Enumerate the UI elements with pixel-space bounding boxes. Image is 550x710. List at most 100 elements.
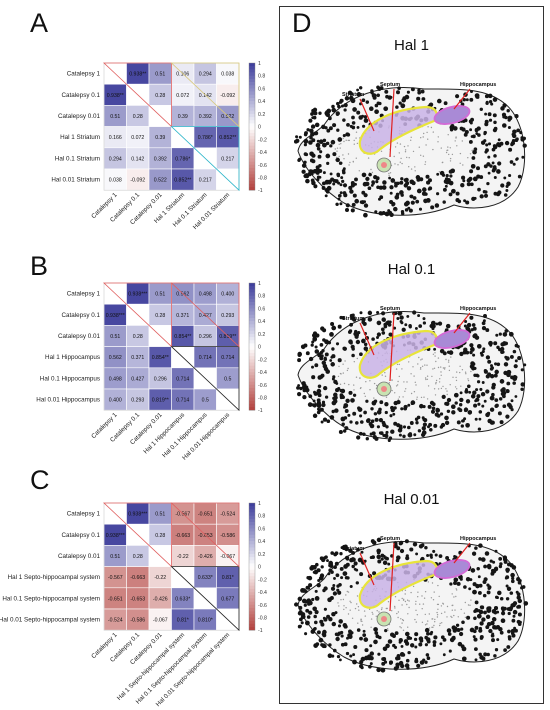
- brain-dot: [351, 557, 355, 561]
- brain-dot: [473, 373, 477, 377]
- cell-value-label: 0.810*: [198, 618, 213, 624]
- brain-dot: [361, 172, 367, 178]
- brain-dot: [378, 101, 382, 106]
- brain-dot: [475, 132, 479, 136]
- brain-dot: [351, 115, 355, 120]
- brain-dot: [423, 597, 426, 599]
- cell-value-label: 0.51: [155, 512, 165, 518]
- brain-dot: [394, 631, 399, 636]
- brain-dot: [415, 421, 419, 425]
- brain-dot: [474, 600, 479, 605]
- brain-dot: [456, 589, 458, 591]
- brain-dot: [344, 360, 346, 362]
- brain-dot: [367, 157, 370, 159]
- brain-dot: [304, 632, 308, 636]
- brain-dot: [464, 601, 466, 604]
- brain-dot: [338, 365, 340, 368]
- brain-dot: [399, 540, 404, 545]
- brain-dot: [455, 198, 460, 203]
- brain-dot: [442, 200, 446, 204]
- cell-value-label: 0.400: [221, 292, 234, 298]
- brain-dot: [352, 107, 357, 112]
- brain-dot: [435, 379, 438, 382]
- brain-dot: [456, 145, 458, 147]
- brain-dot: [308, 610, 313, 615]
- brain-dot: [336, 654, 341, 659]
- brain-dot: [495, 333, 499, 337]
- brain-dot: [469, 128, 473, 132]
- brain-dot: [376, 537, 382, 543]
- brain-dot: [381, 657, 385, 661]
- septum-core: [381, 386, 387, 392]
- brain-dot: [370, 618, 373, 620]
- brain-dot: [375, 180, 379, 184]
- brain-dot: [512, 162, 516, 166]
- brain-dot: [365, 418, 371, 423]
- brain-dot: [461, 127, 466, 132]
- brain-dot: [358, 115, 363, 120]
- brain-dot: [485, 614, 491, 620]
- brain-dot: [340, 176, 344, 180]
- brain-dot: [418, 356, 420, 359]
- brain-dot: [449, 128, 454, 132]
- brain-dot: [398, 396, 401, 398]
- brain-dot: [433, 624, 435, 627]
- brain-dot: [398, 101, 402, 105]
- cell-value-label: -0.067: [153, 618, 168, 624]
- brain-dot: [469, 97, 474, 102]
- brain-dot: [431, 406, 436, 411]
- brain-dot: [394, 605, 396, 608]
- colorbar-tick-label: -0.8: [258, 615, 267, 621]
- brain-dot: [508, 147, 513, 152]
- brain-dot: [460, 627, 464, 631]
- brain-dot: [327, 179, 332, 184]
- brain-dot: [498, 397, 503, 401]
- brain-dot: [432, 368, 434, 370]
- brain-dot: [381, 374, 383, 376]
- brain-dot: [317, 384, 322, 389]
- brain-dot: [317, 352, 322, 358]
- brain-dot: [401, 97, 406, 103]
- brain-dot: [356, 603, 358, 605]
- brain-dot: [424, 161, 427, 163]
- brain-dot: [381, 331, 386, 335]
- brain-dot: [349, 161, 351, 164]
- brain-dot: [347, 613, 350, 615]
- brain-dot: [479, 175, 484, 180]
- brain-dot: [426, 364, 428, 366]
- colorbar-segment: [249, 394, 255, 398]
- brain-dot: [416, 663, 421, 668]
- brain-dot: [440, 612, 443, 615]
- brain-dot: [485, 143, 489, 147]
- brain-dot: [405, 641, 410, 646]
- brain-dot: [376, 310, 380, 315]
- brain-dot: [348, 383, 350, 386]
- brain-dot: [498, 564, 503, 569]
- brain-dot: [420, 89, 425, 94]
- brain-dot: [517, 356, 522, 361]
- brain-dot: [351, 353, 355, 358]
- brain-dot: [337, 624, 342, 628]
- brain-dot: [343, 564, 348, 569]
- cell-value-label: 0.819**: [152, 398, 169, 404]
- brain-dot: [493, 120, 497, 125]
- colorbar-segment: [249, 337, 255, 341]
- brain-dot: [357, 330, 361, 335]
- row-label: Hal 1 Hippocampus: [45, 354, 100, 361]
- brain-dot: [472, 149, 475, 151]
- row-label: Hal 0.1 Septo-hippocampal system: [2, 595, 100, 602]
- cell-value-label: 0.39: [155, 135, 165, 141]
- brain-dot: [311, 108, 315, 113]
- brain-dot: [379, 400, 384, 405]
- brain-dot: [434, 412, 439, 417]
- colorbar-segment: [249, 391, 255, 395]
- brain-dot: [506, 586, 512, 591]
- brain-dot: [337, 602, 339, 604]
- colorbar-segment: [249, 544, 255, 548]
- brain-dot: [312, 570, 316, 574]
- brain-dot: [460, 608, 462, 611]
- brain-dot: [402, 425, 407, 429]
- brain-dot: [481, 404, 485, 408]
- cell-value-label: 0.217: [221, 156, 234, 162]
- brain-dot: [460, 424, 464, 428]
